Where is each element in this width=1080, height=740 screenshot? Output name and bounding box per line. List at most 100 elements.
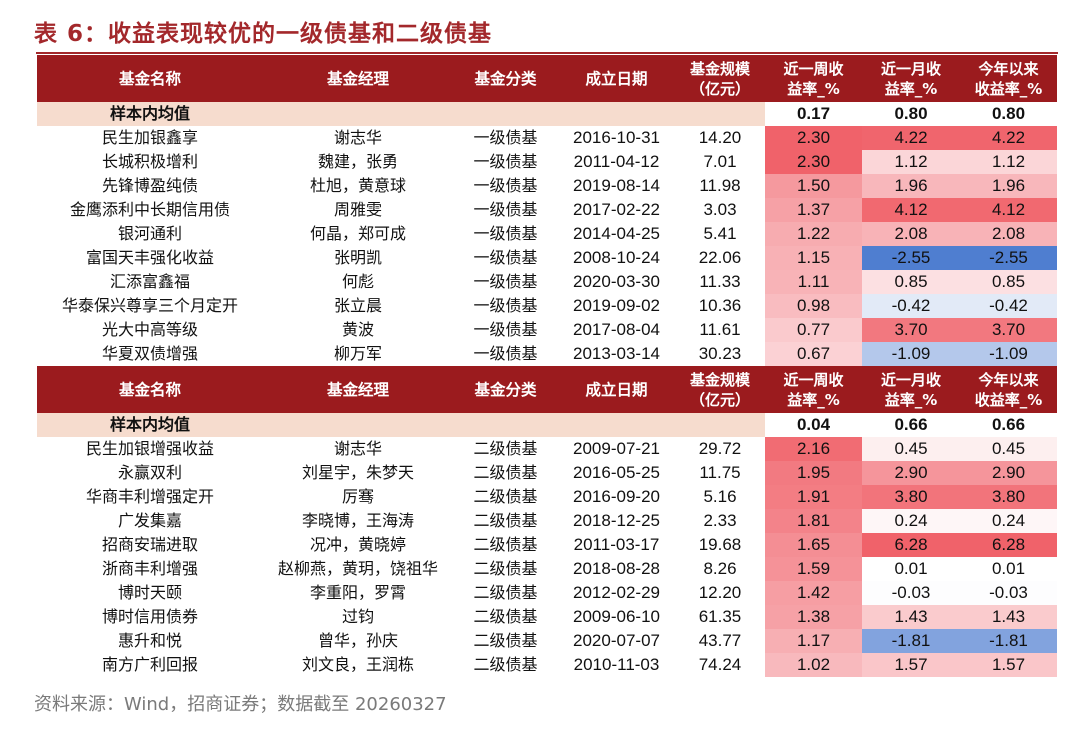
header-date: 成立日期 bbox=[558, 55, 675, 102]
fund-name: 银河通利 bbox=[37, 222, 263, 246]
ytd-return: 0.01 bbox=[960, 557, 1057, 581]
header-ytd-line2: 收益率_% bbox=[974, 79, 1043, 98]
ytd-return: 1.96 bbox=[960, 174, 1057, 198]
fund-inception-date: 2008-10-24 bbox=[558, 246, 675, 270]
fund-inception-date: 2017-08-04 bbox=[558, 318, 675, 342]
header-size-line1: 基金规模 bbox=[689, 59, 750, 78]
average-week: 0.04 bbox=[765, 413, 862, 437]
fund-inception-date: 2011-04-12 bbox=[558, 150, 675, 174]
header-size-line2: （亿元） bbox=[689, 79, 750, 98]
fund-size: 11.98 bbox=[675, 174, 765, 198]
table-row: 华泰保兴尊享三个月定开 张立晨 一级债基 2019-09-02 10.36 0.98 -0.… bbox=[37, 294, 1057, 318]
month-return: 4.12 bbox=[862, 198, 960, 222]
table-row: 银河通利 何晶，郑可成 一级债基 2014-04-25 5.41 1.22 2.08 2.08 bbox=[37, 222, 1057, 246]
fund-manager: 李晓博，王海涛 bbox=[263, 509, 453, 533]
header-month-line2: 益率_% bbox=[884, 390, 938, 409]
table-row: 博时天颐 李重阳，罗霄 二级债基 2012-02-29 12.20 1.42 -0.03 -0… bbox=[37, 581, 1057, 605]
header-month: 近一月收 益率_% bbox=[862, 55, 960, 102]
week-return: 0.67 bbox=[765, 342, 862, 366]
fund-category: 二级债基 bbox=[453, 605, 558, 629]
fund-category: 二级债基 bbox=[453, 437, 558, 461]
fund-manager: 过钧 bbox=[263, 605, 453, 629]
header-week-line1: 近一周收 bbox=[783, 59, 844, 78]
header-size-line1: 基金规模 bbox=[689, 370, 750, 389]
fund-name: 招商安瑞进取 bbox=[37, 533, 263, 557]
month-return: 0.45 bbox=[862, 437, 960, 461]
fund-inception-date: 2012-02-29 bbox=[558, 581, 675, 605]
fund-category: 一级债基 bbox=[453, 318, 558, 342]
fund-inception-date: 2011-03-17 bbox=[558, 533, 675, 557]
ytd-return: -1.09 bbox=[960, 342, 1057, 366]
average-row: 样本内均值 0.04 0.66 0.66 bbox=[37, 413, 1057, 437]
fund-category: 一级债基 bbox=[453, 150, 558, 174]
week-return: 1.59 bbox=[765, 557, 862, 581]
fund-inception-date: 2017-02-22 bbox=[558, 198, 675, 222]
week-return: 1.95 bbox=[765, 461, 862, 485]
month-return: 0.85 bbox=[862, 270, 960, 294]
week-return: 0.77 bbox=[765, 318, 862, 342]
header-ytd: 今年以来 收益率_% bbox=[960, 366, 1057, 413]
fund-name: 浙商丰利增强 bbox=[37, 557, 263, 581]
title-rule bbox=[36, 52, 1058, 54]
fund-category: 一级债基 bbox=[453, 342, 558, 366]
month-return: 4.22 bbox=[862, 126, 960, 150]
week-return: 1.42 bbox=[765, 581, 862, 605]
fund-inception-date: 2020-03-30 bbox=[558, 270, 675, 294]
month-return: 1.57 bbox=[862, 653, 960, 677]
header-ytd-line1: 今年以来 bbox=[978, 370, 1039, 389]
week-return: 1.50 bbox=[765, 174, 862, 198]
fund-name: 民生加银鑫享 bbox=[37, 126, 263, 150]
fund-manager: 张立晨 bbox=[263, 294, 453, 318]
header-week: 近一周收 益率_% bbox=[765, 55, 862, 102]
fund-size: 11.75 bbox=[675, 461, 765, 485]
average-row: 样本内均值 0.17 0.80 0.80 bbox=[37, 102, 1057, 126]
month-return: -0.03 bbox=[862, 581, 960, 605]
fund-category: 二级债基 bbox=[453, 509, 558, 533]
fund-inception-date: 2016-05-25 bbox=[558, 461, 675, 485]
average-ytd: 0.80 bbox=[960, 102, 1057, 126]
header-week-line2: 益率_% bbox=[787, 390, 840, 409]
header-size: 基金规模 （亿元） bbox=[675, 366, 765, 413]
week-return: 1.02 bbox=[765, 653, 862, 677]
table-row: 华夏双债增强 柳万军 一级债基 2013-03-14 30.23 0.67 -1.09 -1.… bbox=[37, 342, 1057, 366]
average-spacer bbox=[263, 102, 453, 126]
header-week-line2: 益率_% bbox=[787, 79, 840, 98]
ytd-return: -1.81 bbox=[960, 629, 1057, 653]
month-return: 3.80 bbox=[862, 485, 960, 509]
table-row: 长城积极增利 魏建，张勇 一级债基 2011-04-12 7.01 2.30 1.12 1.1… bbox=[37, 150, 1057, 174]
month-return: 2.08 bbox=[862, 222, 960, 246]
ytd-return: 1.43 bbox=[960, 605, 1057, 629]
fund-size: 11.33 bbox=[675, 270, 765, 294]
fund-name: 华商丰利增强定开 bbox=[37, 485, 263, 509]
header-row: 基金名称 基金经理 基金分类 成立日期 基金规模 （亿元） 近一周收 益率_% 近一月收 益率_%… bbox=[37, 366, 1057, 413]
average-spacer bbox=[453, 413, 558, 437]
table-row: 民生加银增强收益 谢志华 二级债基 2009-07-21 29.72 2.16 0.45 0.… bbox=[37, 437, 1057, 461]
header-manager: 基金经理 bbox=[263, 55, 453, 102]
header-ytd: 今年以来 收益率_% bbox=[960, 55, 1057, 102]
fund-name: 华泰保兴尊享三个月定开 bbox=[37, 294, 263, 318]
month-return: 6.28 bbox=[862, 533, 960, 557]
fund-inception-date: 2019-09-02 bbox=[558, 294, 675, 318]
week-return: 1.37 bbox=[765, 198, 862, 222]
fund-category: 一级债基 bbox=[453, 246, 558, 270]
header-month-line1: 近一月收 bbox=[880, 59, 941, 78]
table-row: 博时信用债券 过钧 二级债基 2009-06-10 61.35 1.38 1.43 1.43 bbox=[37, 605, 1057, 629]
week-return: 1.22 bbox=[765, 222, 862, 246]
fund-size: 29.72 bbox=[675, 437, 765, 461]
fund-name: 长城积极增利 bbox=[37, 150, 263, 174]
fund-size: 10.36 bbox=[675, 294, 765, 318]
table-row: 先锋博盈纯债 杜旭，黄意球 一级债基 2019-08-14 11.98 1.50 1.96 1… bbox=[37, 174, 1057, 198]
fund-inception-date: 2013-03-14 bbox=[558, 342, 675, 366]
header-category: 基金分类 bbox=[453, 366, 558, 413]
fund-manager: 何彪 bbox=[263, 270, 453, 294]
month-return: 2.90 bbox=[862, 461, 960, 485]
fund-inception-date: 2018-08-28 bbox=[558, 557, 675, 581]
fund-inception-date: 2010-11-03 bbox=[558, 653, 675, 677]
fund-category: 二级债基 bbox=[453, 485, 558, 509]
ytd-return: -0.03 bbox=[960, 581, 1057, 605]
fund-name: 华夏双债增强 bbox=[37, 342, 263, 366]
fund-manager: 何晶，郑可成 bbox=[263, 222, 453, 246]
header-ytd-line1: 今年以来 bbox=[978, 59, 1039, 78]
fund-inception-date: 2019-08-14 bbox=[558, 174, 675, 198]
fund-name: 汇添富鑫福 bbox=[37, 270, 263, 294]
